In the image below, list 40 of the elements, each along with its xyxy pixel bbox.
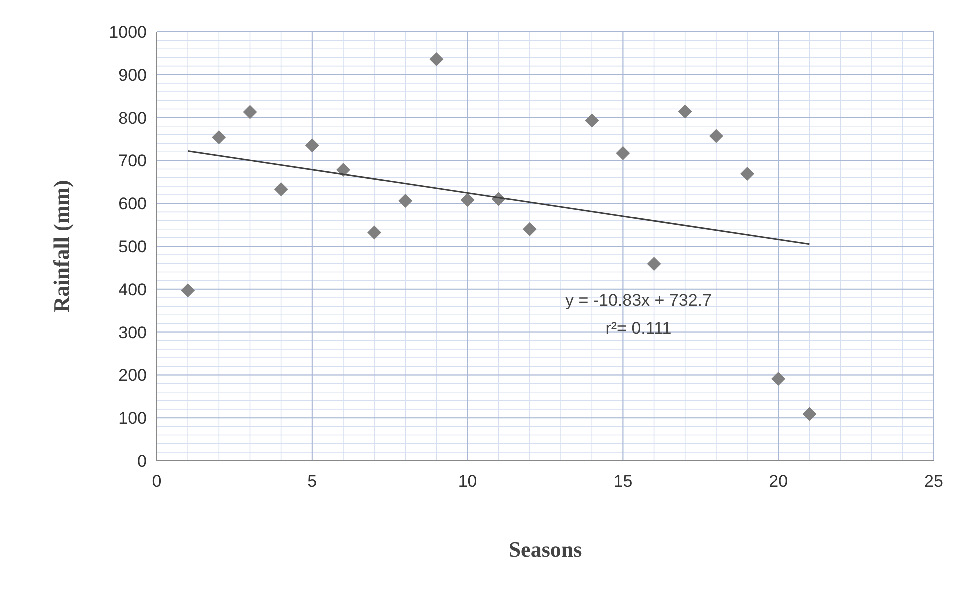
point bbox=[647, 257, 662, 272]
point bbox=[430, 52, 444, 66]
point bbox=[336, 163, 350, 178]
point bbox=[709, 129, 724, 144]
y-tick-label: 700 bbox=[118, 152, 147, 171]
point bbox=[802, 407, 817, 422]
x-tick-label: 5 bbox=[308, 472, 318, 491]
point bbox=[305, 138, 320, 153]
x-tick-label: 10 bbox=[458, 472, 478, 491]
point bbox=[212, 130, 226, 145]
annotation: y = -10.83x + 732.7 bbox=[565, 291, 712, 310]
x-axis-title: Seasons bbox=[508, 537, 583, 562]
y-tick-label: 500 bbox=[118, 237, 147, 256]
annotation: r²= 0.111 bbox=[606, 319, 672, 338]
y-tick-label: 400 bbox=[118, 280, 147, 300]
point bbox=[243, 105, 258, 120]
point bbox=[522, 222, 537, 236]
point bbox=[772, 372, 786, 386]
point bbox=[368, 226, 382, 240]
point bbox=[398, 194, 413, 208]
y-tick-label: 300 bbox=[118, 323, 147, 342]
point bbox=[274, 182, 288, 196]
point bbox=[585, 114, 600, 128]
y-tick-label: 1000 bbox=[109, 22, 147, 42]
y-tick-label: 800 bbox=[118, 108, 147, 128]
point bbox=[616, 146, 630, 160]
y-tick-label: 900 bbox=[118, 66, 147, 85]
x-tick-label: 20 bbox=[769, 472, 788, 491]
y-tick-label: 0 bbox=[138, 452, 147, 471]
point bbox=[460, 193, 475, 208]
y-tick-label: 100 bbox=[118, 409, 147, 428]
point bbox=[740, 167, 755, 181]
y-tick-label: 200 bbox=[118, 366, 147, 386]
x-tick-label: 0 bbox=[152, 472, 162, 491]
x-tick-label: 25 bbox=[924, 472, 944, 491]
point bbox=[181, 284, 196, 298]
y-axis-title: Rainfall (mm) bbox=[49, 180, 74, 313]
y-tick-label: 600 bbox=[118, 194, 147, 214]
x-tick-label: 15 bbox=[614, 472, 633, 491]
point bbox=[678, 104, 692, 119]
